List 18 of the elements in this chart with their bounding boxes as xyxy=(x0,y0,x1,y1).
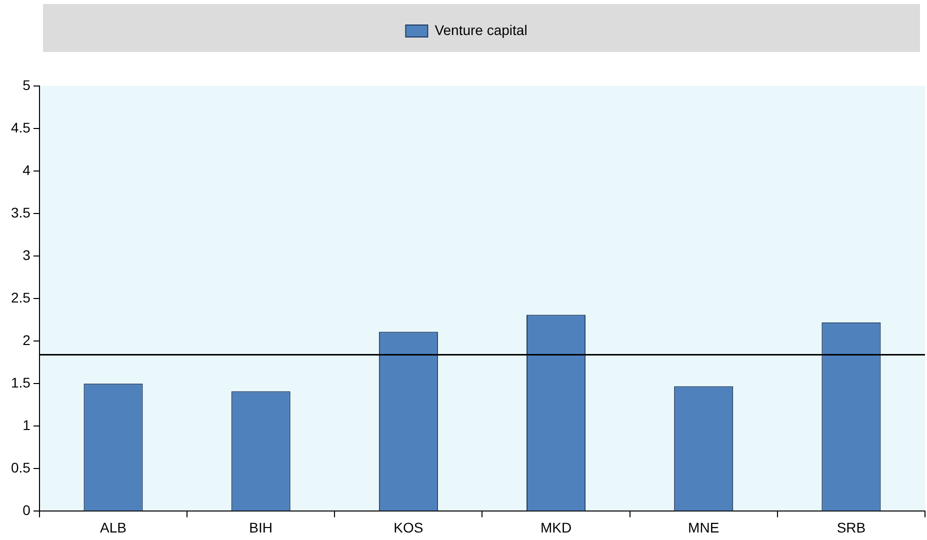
y-tick-label: 1 xyxy=(22,417,31,434)
x-tick-label: BIH xyxy=(249,519,273,536)
y-tick-label: 2 xyxy=(22,332,31,348)
x-tick-label: SRB xyxy=(836,519,866,536)
y-tick-label: 0.5 xyxy=(10,460,31,476)
y-tick-label: 1.5 xyxy=(10,374,31,390)
legend-label: Venture capital xyxy=(434,22,528,38)
x-tick-label: ALB xyxy=(100,519,126,536)
x-tick-label: MNE xyxy=(688,519,720,536)
y-tick-label: 5 xyxy=(22,76,31,93)
y-tick-label: 2.5 xyxy=(10,289,31,306)
y-tick-label: 3.5 xyxy=(10,204,31,220)
y-tick-label: 0 xyxy=(22,502,31,518)
y-tick-label: 4.5 xyxy=(10,119,31,136)
x-tick-label: MKD xyxy=(540,519,572,536)
y-tick-label: 4 xyxy=(22,162,31,178)
x-tick-label: KOS xyxy=(394,519,424,536)
y-tick-label: 3 xyxy=(22,246,31,263)
